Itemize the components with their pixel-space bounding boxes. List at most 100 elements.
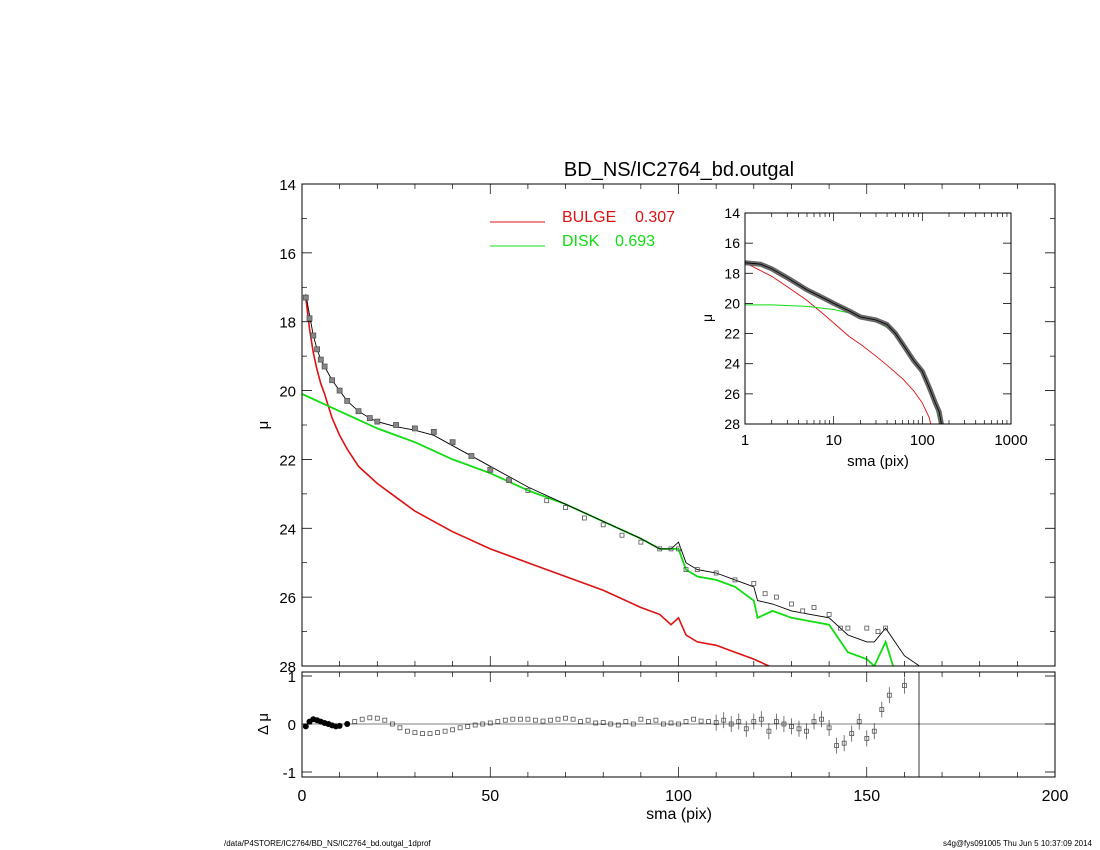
data-point — [789, 601, 794, 607]
inset-x-tick-label: 10 — [825, 432, 842, 449]
data-point — [732, 577, 738, 583]
inset-x-tick-label: 1000 — [994, 432, 1027, 449]
data-point — [751, 581, 757, 586]
data-point — [506, 477, 513, 484]
residual-point — [450, 727, 456, 733]
y-tick-label: 14 — [279, 177, 296, 194]
residual-point — [804, 728, 809, 734]
residual-point — [578, 719, 583, 724]
data-point — [430, 428, 437, 435]
residual-point — [487, 720, 493, 726]
inset-bulge-line — [745, 262, 932, 424]
residual-point — [593, 720, 599, 726]
legend-disk-value: 0.693 — [615, 233, 655, 250]
residual-point — [819, 716, 824, 722]
residual-point — [352, 719, 358, 724]
residual-point — [563, 715, 568, 721]
inset-y-tick-label: 18 — [724, 265, 740, 281]
residual-point — [359, 716, 365, 722]
residual-point — [336, 722, 343, 729]
inset-y-tick-label: 28 — [724, 416, 740, 432]
data-point — [544, 498, 550, 504]
data-point — [411, 425, 418, 432]
residual-point — [397, 725, 403, 731]
footer-path: /data/P4STORE/IC2764/BD_NS/IC2764_bd.out… — [224, 839, 431, 848]
residual-point — [457, 725, 463, 731]
footer-timestamp: s4g@fys091005 Thu Jun 5 10:37:09 2014 — [943, 839, 1092, 848]
residual-point — [736, 719, 742, 724]
residual-point — [525, 716, 531, 722]
data-point — [762, 591, 768, 597]
residual-point — [540, 718, 546, 724]
residual-point — [638, 716, 644, 722]
residual-point — [585, 717, 591, 723]
residual-point — [751, 719, 757, 724]
residual-y-tick-label: -1 — [283, 765, 296, 782]
main-plot-frame — [301, 183, 1056, 667]
data-point — [310, 332, 317, 339]
y-tick-label: 28 — [279, 659, 296, 676]
data-point — [302, 294, 309, 301]
residual-point — [555, 716, 561, 722]
x-tick-label: 200 — [1042, 788, 1069, 805]
residual-point — [902, 683, 907, 688]
data-point — [374, 418, 381, 425]
data-point — [366, 415, 373, 422]
residual-point — [743, 726, 749, 732]
y-tick-label: 22 — [279, 452, 296, 469]
residual-point — [886, 692, 892, 698]
residual-point — [615, 722, 621, 728]
model-line — [305, 294, 920, 666]
residual-point — [435, 730, 440, 735]
main-plot: 14 16 18 20 22 24 26 28 μ BULGE 0.307 DISK 0.69… — [255, 177, 1056, 676]
data-point — [393, 422, 400, 428]
y-tick-label: 20 — [279, 384, 296, 401]
data-point — [487, 466, 494, 473]
data-point — [845, 625, 851, 631]
residual-point — [412, 730, 418, 735]
legend-disk-label: DISK — [562, 233, 600, 250]
residual-point — [420, 731, 425, 736]
data-point — [329, 377, 336, 384]
residual-point — [796, 726, 802, 732]
residual-point — [683, 719, 689, 724]
data-point — [317, 356, 324, 363]
y-tick-label: 18 — [279, 315, 296, 332]
residual-point — [495, 719, 501, 724]
residual-point — [382, 717, 388, 723]
residual-point — [367, 715, 373, 721]
residual-point — [826, 725, 832, 731]
residual-point — [472, 722, 478, 728]
data-point — [306, 315, 313, 322]
inset-y-tick-label: 26 — [724, 386, 740, 402]
data-point — [875, 629, 881, 634]
data-point — [525, 487, 531, 493]
inset-y-tick-label: 20 — [724, 295, 740, 311]
data-point — [619, 532, 625, 538]
y-tick-label: 26 — [279, 590, 296, 607]
residual-point — [849, 731, 855, 736]
residual-plot: 10-10 50 100 150 200 Δ μ sma (pix) — [255, 669, 1068, 823]
data-point — [883, 625, 888, 631]
x-tick-label: 100 — [665, 788, 692, 805]
inset-plot: 14 16 18 20 22 24 26 281 10 100 1000 μ sma (pix) — [699, 205, 1028, 470]
residual-point — [427, 731, 433, 736]
legend-bulge-value: 0.307 — [635, 209, 675, 226]
y-tick-label: 24 — [279, 521, 296, 538]
data-point — [676, 546, 681, 552]
x-tick-label: 150 — [853, 788, 880, 805]
residual-point — [465, 724, 471, 729]
data-point — [668, 546, 674, 552]
data-point — [336, 387, 343, 394]
data-point — [694, 567, 700, 572]
residual-point — [691, 716, 696, 722]
residual-point — [548, 717, 553, 723]
residual-point — [510, 716, 516, 722]
disk-line — [302, 393, 894, 666]
inset-x-tick-label: 100 — [910, 432, 935, 449]
data-point — [774, 594, 779, 600]
bulge-line — [305, 297, 770, 666]
inset-x-axis-label: sma (pix) — [847, 453, 909, 470]
residual-point — [834, 743, 839, 748]
data-point — [811, 605, 817, 610]
